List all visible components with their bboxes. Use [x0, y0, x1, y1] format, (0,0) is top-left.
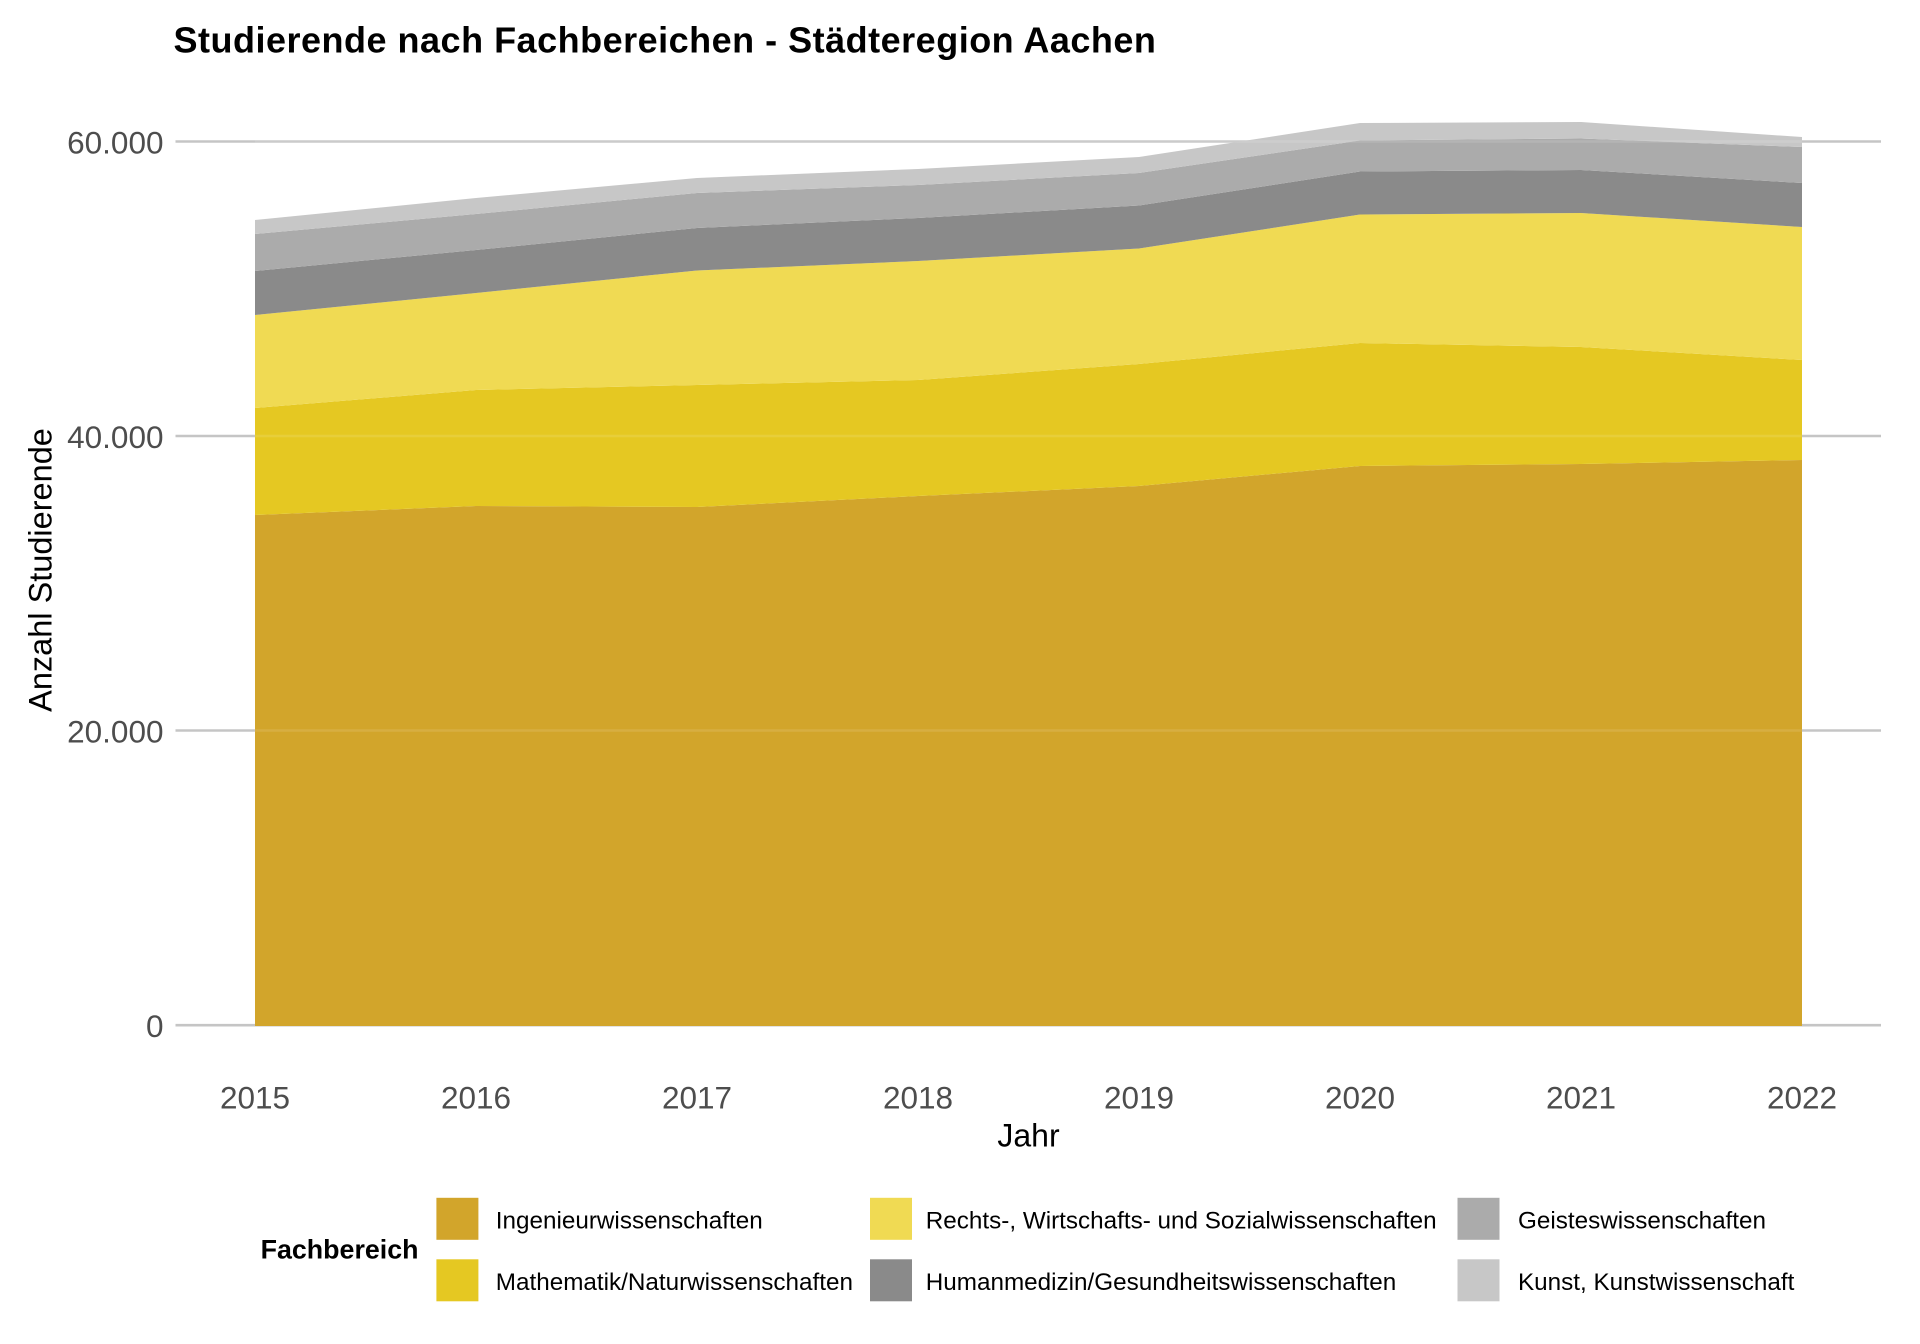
- svg-text:Anzahl Studierende: Anzahl Studierende: [22, 428, 58, 712]
- svg-text:2015: 2015: [220, 1080, 290, 1116]
- svg-text:2020: 2020: [1325, 1080, 1395, 1116]
- svg-text:40.000: 40.000: [67, 419, 163, 455]
- svg-text:2019: 2019: [1104, 1080, 1174, 1116]
- svg-text:Kunst, Kunstwissenschaft: Kunst, Kunstwissenschaft: [1518, 1269, 1795, 1296]
- svg-text:Rechts-, Wirtschafts- und Sozi: Rechts-, Wirtschafts- und Sozialwissensc…: [926, 1207, 1437, 1234]
- svg-text:0: 0: [146, 1008, 164, 1044]
- svg-text:60.000: 60.000: [67, 125, 163, 161]
- svg-text:2022: 2022: [1767, 1080, 1837, 1116]
- svg-text:Humanmedizin/Gesundheitswissen: Humanmedizin/Gesundheitswissenschaften: [926, 1269, 1396, 1296]
- svg-text:Geisteswissenschaften: Geisteswissenschaften: [1518, 1207, 1766, 1234]
- svg-text:20.000: 20.000: [67, 714, 163, 750]
- svg-text:Ingenieurwissenschaften: Ingenieurwissenschaften: [496, 1207, 763, 1234]
- svg-text:Fachbereich: Fachbereich: [261, 1235, 419, 1265]
- svg-text:2016: 2016: [441, 1080, 511, 1116]
- svg-text:2017: 2017: [662, 1080, 732, 1116]
- svg-text:Jahr: Jahr: [997, 1117, 1060, 1153]
- svg-text:Studierende nach Fachbereichen: Studierende nach Fachbereichen - Städter…: [174, 20, 1157, 61]
- svg-text:Mathematik/Naturwissenschaften: Mathematik/Naturwissenschaften: [496, 1269, 853, 1296]
- svg-text:2018: 2018: [883, 1080, 953, 1116]
- svg-text:2021: 2021: [1546, 1080, 1616, 1116]
